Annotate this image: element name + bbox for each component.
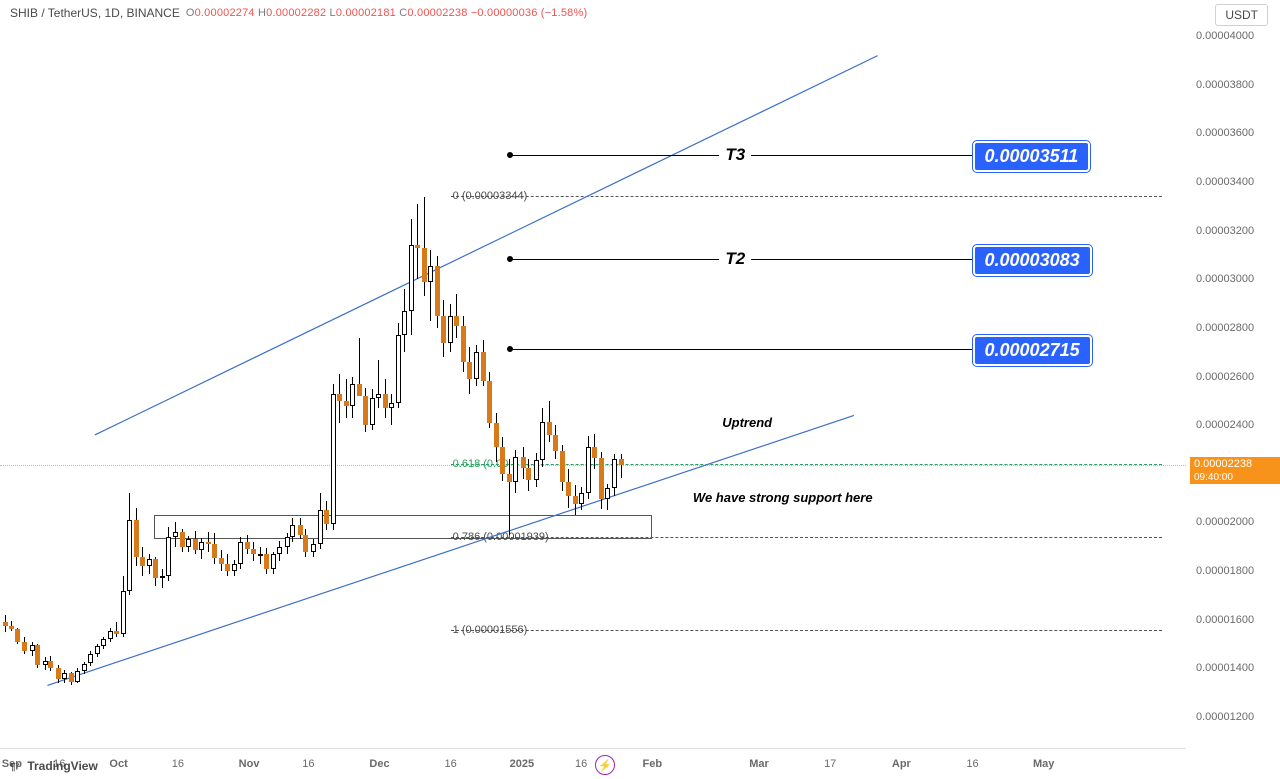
target-price-box[interactable]: 0.00002715: [973, 335, 1092, 366]
y-tick-label: 0.00003200: [1190, 225, 1280, 237]
target-line-origin-dot: [507, 346, 513, 352]
replay-icon[interactable]: ⚡: [595, 755, 615, 775]
y-tick-label: 0.00001400: [1190, 662, 1280, 674]
y-tick-label: 0.00002400: [1190, 419, 1280, 431]
y-tick-label: 0.00003600: [1190, 127, 1280, 139]
ohlc-values: O0.00002274 H0.00002282 L0.00002181 C0.0…: [186, 7, 588, 19]
target-line[interactable]: [510, 349, 973, 350]
annotation-text[interactable]: We have strong support here: [693, 490, 873, 505]
y-tick-label: 0.00001600: [1190, 614, 1280, 626]
x-tick-label: Mar: [749, 758, 769, 770]
y-tick-label: 0.00004000: [1190, 30, 1280, 42]
chart-header: SHIB / TetherUS, 1D, BINANCE O0.00002274…: [10, 6, 587, 20]
y-tick-label: 0.00002000: [1190, 516, 1280, 528]
target-label: T3: [719, 145, 751, 165]
tv-logo-icon: ¶⁷: [10, 762, 24, 772]
current-price-marker: 0.0000223809:40:00: [1190, 457, 1280, 484]
x-tick-label: Nov: [239, 758, 260, 770]
y-tick-label: 0.00001200: [1190, 711, 1280, 723]
y-tick-label: 0.00002600: [1190, 371, 1280, 383]
x-axis[interactable]: Sep16Oct16Nov16Dec16202516FebMar17Apr16M…: [0, 748, 1186, 779]
tradingview-logo: ¶⁷ TradingView: [10, 759, 98, 773]
x-tick-label: 2025: [510, 758, 534, 770]
x-tick-label: Oct: [109, 758, 127, 770]
target-price-box[interactable]: 0.00003511: [973, 141, 1091, 172]
x-tick-label: 17: [824, 758, 836, 770]
target-label: T2: [719, 249, 751, 269]
target-line-origin-dot: [507, 152, 513, 158]
x-tick-label: 16: [445, 758, 457, 770]
currency-button[interactable]: USDT: [1215, 4, 1268, 26]
y-tick-label: 0.00003800: [1190, 79, 1280, 91]
x-tick-label: 16: [966, 758, 978, 770]
x-tick-label: 16: [575, 758, 587, 770]
x-tick-label: Feb: [643, 758, 663, 770]
target-price-box[interactable]: 0.00003083: [973, 245, 1092, 276]
symbol-text[interactable]: SHIB / TetherUS, 1D, BINANCE: [10, 6, 180, 20]
y-tick-label: 0.00003400: [1190, 176, 1280, 188]
chart-plot-area[interactable]: 0 (0.00003344)0.618 (0.000.786 (0.000019…: [0, 24, 1186, 717]
y-axis[interactable]: 0.00004000 0.00003800 0.00003600 0.00003400…: [1186, 24, 1280, 748]
annotation-text[interactable]: Uptrend: [722, 415, 772, 430]
x-tick-label: 16: [302, 758, 314, 770]
x-tick-label: Dec: [369, 758, 389, 770]
y-tick-label: 0.00001800: [1190, 565, 1280, 577]
x-tick-label: 16: [172, 758, 184, 770]
x-tick-label: May: [1033, 758, 1054, 770]
y-tick-label: 0.00002800: [1190, 322, 1280, 334]
trendlines-layer: [0, 24, 1186, 717]
x-tick-label: Apr: [892, 758, 911, 770]
target-line-origin-dot: [507, 256, 513, 262]
y-tick-label: 0.00003000: [1190, 273, 1280, 285]
